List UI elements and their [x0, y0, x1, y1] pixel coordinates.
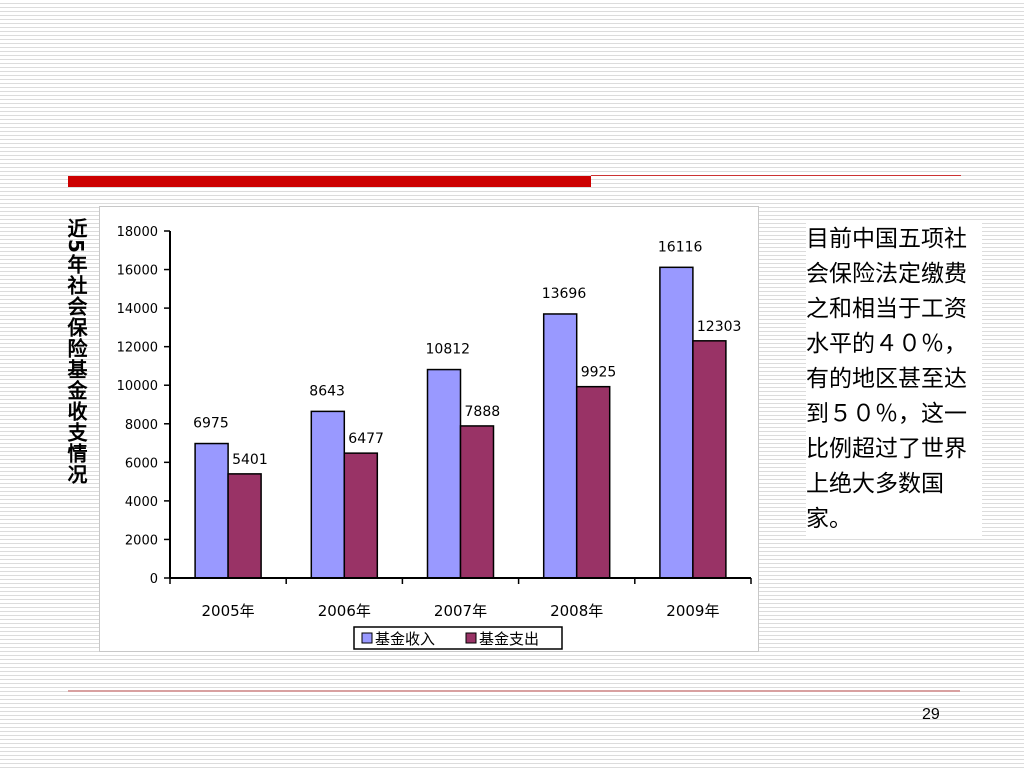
footer-rule: [68, 690, 960, 692]
y-tick-label: 4000: [125, 495, 158, 510]
bar-expense: [343, 452, 379, 579]
legend-swatch: [361, 632, 373, 644]
vertical-title: 近5年社会保险基金收支情况: [64, 218, 88, 485]
bar-expense: [575, 385, 611, 579]
page-number: 29: [922, 706, 940, 723]
header-red-rule: [68, 176, 591, 187]
data-label: 6477: [348, 431, 384, 447]
legend-swatch: [465, 632, 477, 644]
y-tick-label: 10000: [117, 379, 158, 394]
data-label: 13696: [542, 286, 587, 302]
bar-income: [426, 368, 462, 579]
data-label: 10812: [426, 342, 471, 358]
y-tick-label: 12000: [117, 341, 158, 356]
data-label: 9925: [581, 365, 617, 381]
bar-income: [194, 442, 229, 579]
data-label: 7888: [465, 404, 501, 420]
x-category-label: 2005年: [202, 602, 255, 620]
legend-label: 基金收入: [375, 630, 435, 648]
bar-income: [542, 313, 578, 579]
y-tick-label: 16000: [117, 264, 158, 279]
y-tick-label: 6000: [125, 456, 158, 471]
bar-expense: [459, 425, 495, 579]
y-tick-label: 18000: [117, 225, 158, 240]
header-thin-rule: [591, 175, 961, 176]
x-category-label: 2009年: [666, 602, 719, 620]
data-label: 16116: [658, 239, 703, 255]
bar-expense: [227, 473, 262, 579]
y-tick-label: 8000: [125, 418, 158, 433]
bar-chart: 0 2000 4000 6000 8000 10000 12000 14000 16000 180…: [117, 225, 752, 650]
data-label: 5401: [232, 452, 268, 468]
legend-box: [353, 626, 563, 650]
bar-expense: [692, 340, 727, 579]
y-tick-label: 2000: [125, 533, 158, 548]
x-category-label: 2008年: [550, 602, 603, 620]
bar-income: [659, 266, 694, 579]
bar-income: [310, 410, 346, 579]
y-tick-label: 0: [150, 572, 158, 587]
side-paragraph: 目前中国五项社会保险法定缴费之和相当于工资水平的４０％，有的地区甚至达到５０％，…: [806, 222, 982, 537]
x-category-label: 2007年: [434, 602, 487, 620]
data-label: 8643: [309, 383, 345, 399]
data-label: 12303: [697, 319, 742, 335]
data-label: 6975: [193, 416, 229, 432]
legend-label: 基金支出: [479, 630, 539, 648]
x-category-label: 2006年: [318, 602, 371, 620]
y-tick-label: 14000: [117, 302, 158, 317]
chart-container: 0 2000 4000 6000 8000 10000 12000 14000 16000 180…: [99, 206, 759, 652]
